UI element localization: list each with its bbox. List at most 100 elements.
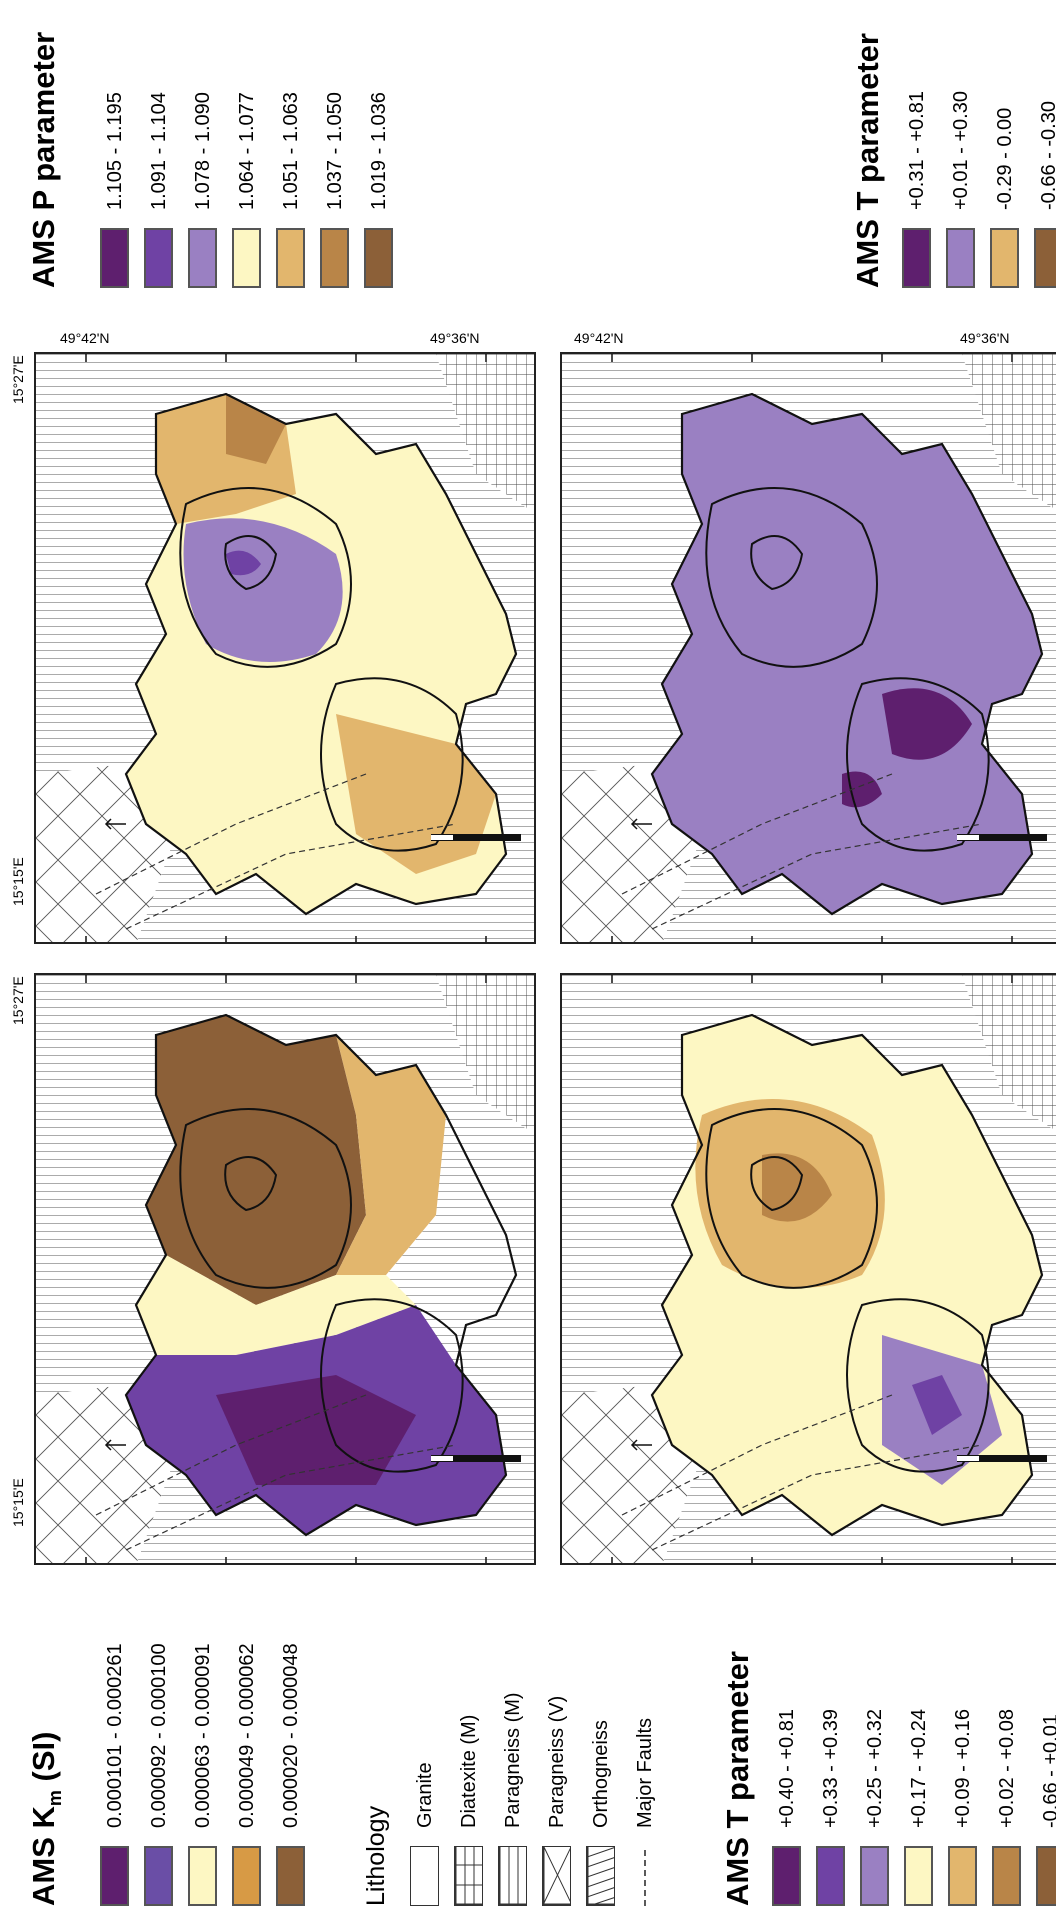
legend-swatch [992, 1846, 1021, 1906]
legend-label: Orthogneiss [590, 1720, 612, 1828]
legend-label: Diatexite (M) [458, 1714, 480, 1828]
legend-swatch [232, 1846, 261, 1906]
lon-label-east: 15°27'E [10, 976, 26, 1025]
diatexite-area [962, 354, 1056, 510]
map-panel-t-right [560, 352, 1056, 944]
north-arrow-icon [630, 818, 652, 830]
legend-t-right-title: AMS T parameter [850, 33, 885, 288]
granite-contact [320, 1298, 464, 1473]
amsl-zone [146, 1015, 366, 1305]
legend-swatch [144, 228, 173, 288]
scale-bar [431, 1455, 521, 1462]
north-arrow-icon [630, 1439, 652, 1451]
scale-bar-segment [431, 1456, 453, 1461]
north-arrow-icon [104, 818, 126, 830]
legend-swatch [144, 1846, 173, 1906]
legend-swatch [320, 228, 349, 288]
legend-label: +0.25 - +0.32 [864, 1709, 886, 1828]
legend-swatch [990, 228, 1019, 288]
amsl-zone [136, 1255, 416, 1355]
legend-label: +0.02 - +0.08 [996, 1709, 1018, 1828]
legend-label: +0.01 - +0.30 [950, 91, 972, 210]
legend-label: 1.019 - 1.036 [368, 92, 390, 210]
legend-label: 0.000020 - 0.000048 [280, 1643, 302, 1828]
pluton-outline [124, 1013, 518, 1537]
fault-line [95, 1394, 367, 1516]
granite-contact [750, 535, 804, 591]
legend-t-left-title: AMS T parameter [720, 1651, 755, 1906]
legend-swatch [860, 1846, 889, 1906]
fault-line [125, 1444, 457, 1551]
lon-label-west: 15°15'E [10, 1478, 26, 1527]
diatexite-area [962, 975, 1056, 1131]
lat-label-north-t: 49°42'N [574, 330, 624, 346]
granite-swatch [410, 1846, 439, 1906]
scale-bar-segment [431, 1455, 521, 1462]
amsl-zone [183, 518, 343, 662]
fault-line [95, 773, 367, 895]
granite-contact [705, 1108, 878, 1289]
fault-line [651, 823, 983, 930]
pluton-outline [650, 392, 1044, 916]
legend-p-group: AMS P parameter 1.105 - 1.195 1.091 - 1.… [0, 0, 420, 300]
scale-bar [431, 834, 521, 841]
lon-label-east: 15°27'E [10, 355, 26, 404]
legend-swatch [364, 228, 393, 288]
amsl-zone [762, 1153, 832, 1222]
map-panel-t-left [560, 973, 1056, 1565]
legend-label: +0.31 - +0.81 [906, 91, 928, 210]
legend-swatch [948, 1846, 977, 1906]
legend-p-title: AMS P parameter [26, 31, 61, 288]
granite-contact [750, 1156, 804, 1212]
legend-label: +0.17 - +0.24 [908, 1709, 930, 1828]
legend-label: 0.000092 - 0.000100 [148, 1643, 170, 1828]
fault-line [621, 1394, 893, 1516]
legend-label: Paragneiss (V) [546, 1695, 568, 1828]
scale-bar-segment [431, 834, 521, 841]
map-svg [562, 975, 1056, 1563]
granite-contact [705, 487, 878, 668]
granite-contact [179, 1108, 352, 1289]
diatexite-swatch [454, 1846, 483, 1906]
legend-label: +0.33 - +0.39 [820, 1709, 842, 1828]
legend-swatch [772, 1846, 801, 1906]
legend-swatch [816, 1846, 845, 1906]
amsl-zone [216, 1375, 416, 1485]
amsl-zone [882, 688, 972, 760]
granite-contact [846, 677, 990, 852]
paragneiss-v-swatch [542, 1846, 571, 1906]
legend-label: 1.051 - 1.063 [280, 92, 302, 210]
legend-swatch [232, 228, 261, 288]
legend-swatch [188, 1846, 217, 1906]
legend-swatch [276, 228, 305, 288]
pluton-outline [124, 392, 518, 916]
map-svg [36, 975, 534, 1563]
legend-label: 0.000101 - 0.000261 [104, 1643, 126, 1828]
legend-label: 1.091 - 1.104 [148, 92, 170, 210]
legend-km-title: AMS Km (SI) [26, 1731, 66, 1906]
fault-line [125, 823, 457, 930]
diatexite-area [436, 354, 534, 513]
legend-label: Granite [414, 1762, 436, 1828]
legend-label: +0.40 - +0.81 [776, 1709, 798, 1828]
amsl-zone [226, 394, 286, 464]
map-panel-km [34, 973, 536, 1565]
amsl-zone [912, 1375, 962, 1435]
diatexite-area [436, 975, 534, 1134]
lat-label-south-t: 49°36'N [960, 330, 1010, 346]
lat-label-south-p: 49°36'N [430, 330, 480, 346]
scale-bar [957, 834, 1047, 841]
granite-contact [846, 1298, 990, 1473]
scale-bar-segment [957, 835, 979, 840]
legend-label: 1.037 - 1.050 [324, 92, 346, 210]
lon-label-west: 15°15'E [10, 857, 26, 906]
legend-label: 0.000049 - 0.000062 [236, 1643, 258, 1828]
legend-swatch [904, 1846, 933, 1906]
granite-contact [179, 487, 352, 668]
scale-bar-segment [957, 834, 1047, 841]
scale-bar-segment [957, 1456, 979, 1461]
legend-swatch [100, 228, 129, 288]
scale-bar-segment [957, 1455, 1047, 1462]
legend-label: +0.09 - +0.16 [952, 1709, 974, 1828]
legend-swatch [1036, 1846, 1056, 1906]
